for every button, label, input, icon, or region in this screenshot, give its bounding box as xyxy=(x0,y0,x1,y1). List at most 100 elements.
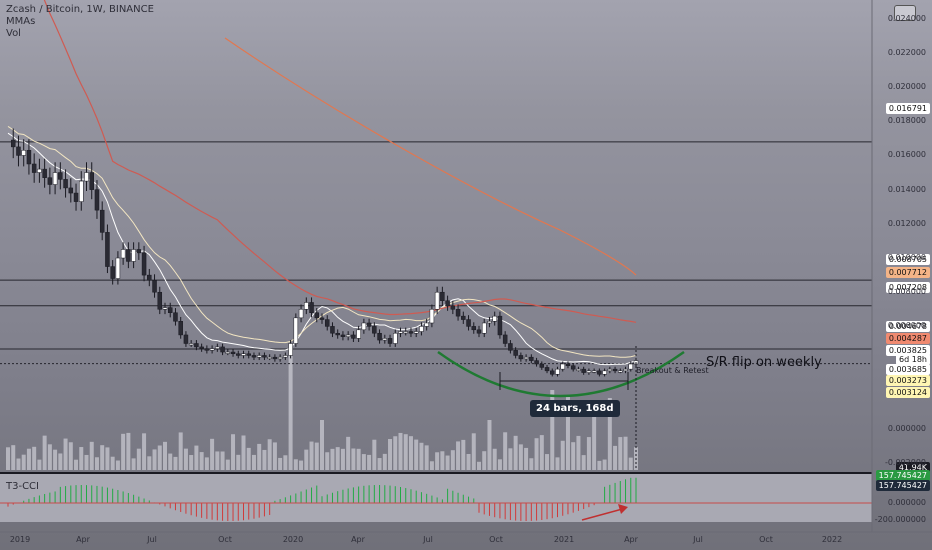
volume-bar xyxy=(314,442,319,470)
time-tick-label: 2022 xyxy=(821,535,843,544)
candle-down xyxy=(136,249,142,254)
volume-bar xyxy=(178,432,183,470)
candle-up xyxy=(115,257,121,279)
volume-bar xyxy=(382,453,387,470)
candle-up xyxy=(424,322,429,327)
candle-down xyxy=(377,332,382,341)
time-tick-label: Apr xyxy=(76,535,90,544)
volume-bar xyxy=(597,460,602,470)
sr-flip-annotation: S/R flip on weekly xyxy=(706,355,822,370)
time-tick-label: Jul xyxy=(693,535,703,544)
volume-bar xyxy=(607,398,612,470)
price-tick-label: 0.018000 xyxy=(887,116,926,126)
candle-down xyxy=(440,291,445,302)
candle-up xyxy=(277,356,283,360)
volume-bar xyxy=(602,459,607,470)
volume-bar xyxy=(330,448,335,470)
time-tick-label: 2021 xyxy=(553,535,575,544)
volume-bar xyxy=(565,396,570,470)
price-tick-label: 0.012000 xyxy=(887,218,926,228)
volume-bar xyxy=(534,438,539,470)
volume-indicator-label[interactable]: Vol xyxy=(6,28,21,39)
candle-down xyxy=(508,343,513,351)
volume-bar xyxy=(576,435,581,470)
candle-down xyxy=(513,350,518,356)
volume-bar xyxy=(450,450,455,470)
volume-bar xyxy=(403,434,408,470)
candle-down xyxy=(199,346,204,349)
price-tag: 0.003685 xyxy=(885,364,930,375)
moving-averages xyxy=(7,0,637,366)
volume-bar xyxy=(142,433,147,470)
cci-pane-label[interactable]: T3-CCI xyxy=(6,481,39,492)
time-tick-label: Oct xyxy=(218,535,232,544)
candle-down xyxy=(220,346,225,353)
volume-bar xyxy=(571,442,576,470)
volume-bar xyxy=(157,445,162,470)
volume-bar xyxy=(414,439,419,470)
candle-down xyxy=(58,172,63,180)
price-tick-label: 0.014000 xyxy=(887,184,926,194)
volume-bar xyxy=(492,448,497,470)
settings-icon[interactable] xyxy=(894,5,916,21)
volume-bar xyxy=(529,458,534,470)
volume-bar xyxy=(545,454,550,470)
candle-up xyxy=(298,309,304,319)
price-tick-label: 0.016000 xyxy=(887,150,926,160)
volume-bar xyxy=(100,445,105,470)
volume-bar xyxy=(131,458,136,470)
candle-up xyxy=(618,370,623,373)
volume-bar xyxy=(37,459,42,470)
candle-down xyxy=(236,353,241,356)
candle-up xyxy=(131,249,136,262)
price-tag: 0.003273 xyxy=(885,375,930,386)
volume-bar xyxy=(225,459,230,470)
volume-bar xyxy=(168,453,173,470)
price-tick-label: -0.002000 xyxy=(884,458,926,468)
breakout-retest-annotation: Breakout & Retest xyxy=(636,366,709,375)
candle-down xyxy=(26,150,32,165)
volume-bar xyxy=(26,448,31,470)
time-tick-label: Jul xyxy=(147,535,157,544)
time-tick-label: Apr xyxy=(624,535,638,544)
volume-bar xyxy=(16,458,21,470)
price-tag: 41.94K xyxy=(895,462,930,473)
candle-down xyxy=(68,187,74,194)
candle-down xyxy=(89,172,94,190)
time-tick-label: 2019 xyxy=(9,535,31,544)
volume-bar xyxy=(251,454,256,470)
price-tag: 0.004287 xyxy=(885,333,930,344)
volume-bar xyxy=(79,447,84,470)
volume-bar xyxy=(236,454,241,470)
candle-up xyxy=(607,368,613,372)
candle-down xyxy=(461,315,466,320)
volume-bar xyxy=(115,460,120,470)
candle-down xyxy=(194,343,199,348)
volume-bar xyxy=(199,452,204,470)
price-tag: 157.745427 xyxy=(875,470,930,481)
volume-bar xyxy=(257,443,262,470)
candle-up xyxy=(37,168,42,173)
volume-bar xyxy=(262,449,267,470)
candle-down xyxy=(335,332,340,336)
candle-up xyxy=(241,353,246,356)
candle-up xyxy=(21,150,26,156)
volume-bar xyxy=(539,435,544,470)
candle-up xyxy=(209,348,215,351)
ma-indicator-label[interactable]: MMAs xyxy=(6,16,36,27)
candle-up xyxy=(586,370,592,373)
candle-down xyxy=(178,321,183,336)
candle-down xyxy=(455,309,461,317)
volume-bar xyxy=(393,436,398,470)
cup-arc xyxy=(437,350,685,398)
volume-bar xyxy=(110,456,115,470)
volume-bar xyxy=(147,456,152,470)
candle-up xyxy=(492,315,497,322)
candles xyxy=(10,128,639,377)
candle-down xyxy=(262,355,267,358)
symbol-title[interactable]: Zcash / Bitcoin, 1W, BINANCE xyxy=(6,4,154,15)
t3-cci-pane xyxy=(0,472,872,522)
candle-up xyxy=(555,368,560,375)
